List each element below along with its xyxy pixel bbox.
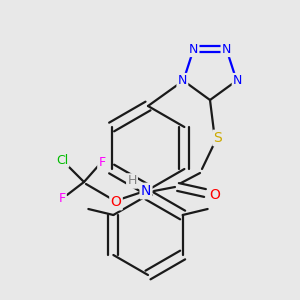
Text: N: N <box>233 74 242 87</box>
Text: O: O <box>210 188 220 202</box>
Text: F: F <box>58 191 66 205</box>
Text: N: N <box>141 184 151 198</box>
Text: N: N <box>178 74 187 87</box>
Text: H: H <box>127 175 137 188</box>
Text: O: O <box>111 195 122 209</box>
Text: Cl: Cl <box>56 154 68 166</box>
Text: S: S <box>214 131 222 145</box>
Text: N: N <box>189 43 198 56</box>
Text: N: N <box>222 43 231 56</box>
Text: F: F <box>98 155 106 169</box>
